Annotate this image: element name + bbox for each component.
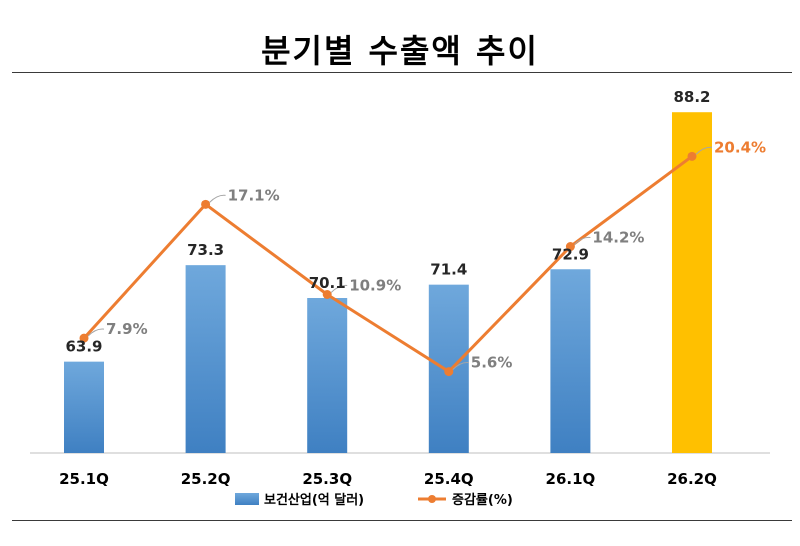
x-tick-label: 26.1Q bbox=[546, 470, 596, 488]
growth-point bbox=[322, 289, 332, 299]
growth-line bbox=[82, 155, 693, 374]
x-tick-label: 25.1Q bbox=[59, 470, 109, 488]
legend-label-bar: 보건산업(억 달러) bbox=[264, 492, 364, 508]
x-tick-label: 25.3Q bbox=[302, 470, 352, 488]
growth-value-label: 14.2% bbox=[592, 229, 644, 247]
growth-value-label: 5.6% bbox=[471, 354, 513, 372]
growth-leader-line bbox=[452, 361, 469, 370]
legend-swatch-marker bbox=[428, 495, 436, 503]
growth-point bbox=[687, 151, 697, 161]
growth-leader-line bbox=[209, 194, 226, 203]
growth-value-label: 10.9% bbox=[349, 276, 401, 294]
x-tick-label: 25.4Q bbox=[424, 470, 474, 488]
bar-25.3Q bbox=[307, 298, 348, 453]
title-rule bbox=[12, 72, 792, 73]
chart-title: 분기별 수출액 추이 bbox=[261, 32, 539, 70]
bar-value-label: 71.4 bbox=[430, 261, 467, 279]
growth-leader-line bbox=[695, 146, 713, 155]
bar-26.1Q bbox=[550, 269, 591, 453]
growth-value-label: 7.9% bbox=[106, 320, 148, 338]
growth-value-label: 20.4% bbox=[714, 138, 766, 156]
legend: 보건산업(억 달러) 증감률(%) bbox=[235, 492, 513, 508]
growth-leader-line bbox=[87, 328, 105, 337]
growth-leader-line bbox=[330, 284, 348, 293]
growth-leader-line bbox=[574, 236, 591, 245]
bar-26.2Q bbox=[672, 112, 712, 453]
legend-label-line: 증감률(%) bbox=[452, 493, 513, 508]
bottom-rule bbox=[12, 520, 792, 521]
bar-value-label: 63.9 bbox=[65, 338, 102, 356]
x-tick-label: 25.2Q bbox=[181, 470, 231, 488]
growth-point bbox=[201, 199, 211, 209]
x-tick-label: 26.2Q bbox=[667, 470, 717, 488]
bar-value-label: 88.2 bbox=[673, 88, 710, 106]
growth-point bbox=[565, 242, 575, 252]
bar-25.2Q bbox=[185, 265, 226, 453]
bar-value-label: 70.1 bbox=[309, 274, 346, 292]
bar-value-label: 73.3 bbox=[187, 241, 224, 259]
growth-point bbox=[79, 333, 89, 343]
bar-25.1Q bbox=[64, 361, 104, 453]
growth-value-label: 17.1% bbox=[228, 186, 280, 204]
bar-value-label: 72.9 bbox=[552, 245, 589, 263]
growth-point bbox=[444, 367, 454, 377]
legend-swatch-bar bbox=[235, 493, 259, 505]
